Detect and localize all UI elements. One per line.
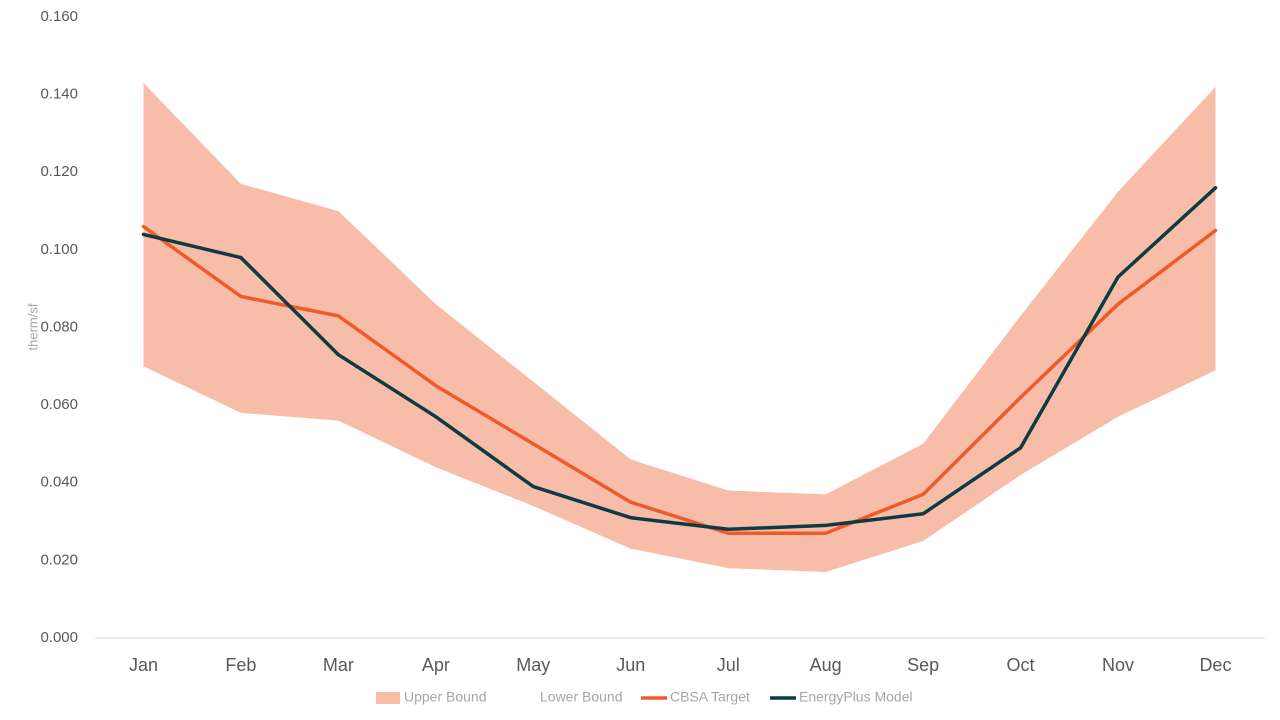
legend: Upper Bound Lower Bound CBSA Target EnergyP…: [376, 689, 913, 705]
energyplus-model-point-jun: [629, 516, 633, 520]
upper-bound-point-may: [532, 381, 534, 383]
cbsa-target-point-may: [531, 442, 535, 446]
x-tick-label-oct: Oct: [1007, 655, 1035, 675]
upper-bound-point-mar: [337, 210, 339, 212]
lower-bound-point-nov: [1117, 416, 1119, 418]
energyplus-model-line: [141, 186, 1218, 532]
x-tick-label-jun: Jun: [616, 655, 645, 675]
upper-bound-point-sep: [922, 443, 924, 445]
upper-bound-point-dec: [1214, 86, 1216, 88]
energyplus-model-point-jan: [142, 232, 145, 236]
lower-bound-point-apr: [435, 466, 437, 468]
lower-bound-point-jan: [143, 365, 144, 367]
upper-bound-point-feb: [240, 183, 242, 185]
x-tick-label-mar: Mar: [323, 655, 354, 675]
x-tick-label-jul: Jul: [717, 655, 740, 675]
energyplus-model-point-jul: [726, 527, 730, 531]
legend-label-energyplus-model: EnergyPlus Model: [799, 689, 913, 705]
energyplus-model-point-nov: [1116, 275, 1120, 279]
lower-bound-point-aug: [825, 571, 827, 573]
upper-bound-point-jul: [727, 490, 729, 492]
x-tick-label-sep: Sep: [907, 655, 939, 675]
cbsa-target-point-aug: [824, 531, 828, 535]
upper-bound-point-oct: [1020, 315, 1022, 317]
y-tick-label: 0.100: [40, 241, 78, 258]
legend-label-upper-bound: Upper Bound: [404, 689, 487, 705]
lower-bound-point-jun: [630, 548, 632, 550]
line-layer: [141, 186, 1218, 535]
cbsa-target-point-feb: [239, 294, 243, 298]
energyplus-model-point-mar: [336, 353, 340, 357]
energyplus-model-point-dec: [1213, 186, 1217, 190]
cbsa-target-point-jun: [629, 500, 633, 504]
legend-label-lower-bound: Lower Bound: [540, 689, 623, 705]
x-tick-label-nov: Nov: [1102, 655, 1134, 675]
cbsa-target-point-nov: [1116, 302, 1120, 306]
upper-bound-point-jan: [143, 82, 144, 84]
lower-bound-point-feb: [240, 412, 242, 414]
cbsa-target-point-oct: [1019, 395, 1023, 399]
upper-bound-point-jun: [630, 458, 632, 460]
y-tick-label: 0.160: [40, 8, 78, 25]
x-tick-label-may: May: [516, 655, 550, 675]
energyplus-model-point-sep: [921, 512, 925, 516]
x-tick-label-aug: Aug: [810, 655, 842, 675]
x-tick-label-dec: Dec: [1199, 655, 1231, 675]
cbsa-target-point-dec: [1213, 228, 1217, 232]
x-tick-label-apr: Apr: [422, 655, 450, 675]
upper-bound-band: [143, 83, 1216, 572]
y-tick-label: 0.080: [40, 318, 78, 335]
upper-bound-point-nov: [1117, 191, 1119, 193]
legend-swatch-upper-bound: [376, 692, 400, 704]
y-tick-label: 0.040: [40, 474, 78, 491]
x-tick-label-jan: Jan: [129, 655, 158, 675]
lower-bound-point-oct: [1020, 474, 1022, 476]
y-tick-label: 0.140: [40, 86, 78, 103]
lower-bound-point-may: [532, 505, 534, 507]
y-tick-label: 0.060: [40, 396, 78, 413]
energyplus-model-point-oct: [1019, 446, 1023, 450]
cbsa-target-point-sep: [921, 492, 925, 496]
y-tick-label: 0.020: [40, 551, 78, 568]
energyplus-model-point-apr: [434, 415, 438, 419]
x-tick-labels: Jan Feb Mar Apr May Jun Jul Aug Sep Oct Nov Dec: [129, 655, 1231, 675]
energyplus-model-point-feb: [239, 256, 243, 260]
x-tick-label-feb: Feb: [225, 655, 256, 675]
legend-label-cbsa-target: CBSA Target: [670, 689, 750, 705]
lower-bound-point-jul: [727, 567, 729, 569]
legend-swatch-lower-bound: [512, 692, 536, 704]
lower-bound-point-mar: [337, 420, 339, 422]
energyplus-model-point-may: [531, 485, 535, 489]
lower-bound-point-sep: [922, 540, 924, 542]
energyplus-model-point-aug: [824, 523, 828, 527]
upper-bound-point-apr: [435, 303, 437, 305]
cbsa-target-point-apr: [434, 384, 438, 388]
y-tick-labels: 0.000 0.020 0.040 0.060 0.080 0.100 0.120 0.140…: [40, 8, 78, 646]
upper-bound-point-aug: [825, 493, 827, 495]
cbsa-target-point-jul: [726, 531, 730, 535]
y-tick-label: 0.000: [40, 629, 78, 646]
cbsa-target-point-jan: [142, 225, 145, 229]
y-axis-label: therm/sf: [25, 303, 40, 350]
lower-bound-point-dec: [1214, 369, 1216, 371]
band-layer: [143, 82, 1216, 573]
cbsa-target-line: [141, 224, 1218, 535]
y-tick-label: 0.120: [40, 163, 78, 180]
cbsa-target-point-mar: [336, 314, 340, 318]
